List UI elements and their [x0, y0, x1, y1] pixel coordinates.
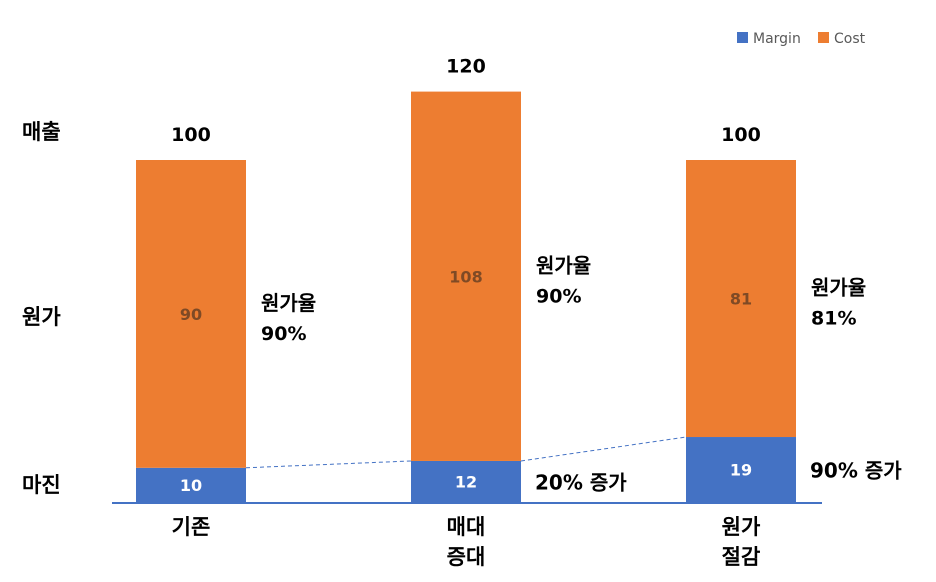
- connector-line-0: [245, 460, 412, 469]
- category-label-2: 원가 절감: [722, 515, 761, 569]
- connector-line-1: [520, 436, 687, 462]
- row-label-cost: 원가: [22, 305, 61, 329]
- data-label-margin-0: 10: [180, 476, 202, 495]
- data-label-margin-2: 19: [730, 461, 752, 480]
- bar-cost-0: [136, 160, 246, 468]
- margin-growth-2: 90% 증가: [810, 459, 902, 483]
- legend-swatch-margin: [737, 32, 748, 43]
- category-labels: 기존 매대 증대 원가 절감: [172, 515, 761, 569]
- margin-growth-1: 20% 증가: [535, 470, 627, 494]
- cost-ratio-value-2: 81%: [811, 308, 856, 330]
- data-label-margin-1: 12: [455, 472, 477, 491]
- category-label-1: 매대 증대: [447, 515, 486, 569]
- cost-ratio-value-1: 90%: [536, 285, 581, 307]
- cost-ratio-title-0: 원가율: [261, 291, 316, 315]
- bar-cost-1: [411, 91, 521, 461]
- cost-ratio-title-2: 원가율: [811, 276, 866, 300]
- legend-swatch-cost: [818, 32, 829, 43]
- cost-ratio-value-0: 90%: [261, 323, 306, 345]
- bar-margin-0: [136, 467, 246, 502]
- cost-ratio-title-1: 원가율: [536, 253, 591, 277]
- category-label-0: 기존: [172, 515, 211, 539]
- data-label-cost-0: 90: [180, 305, 202, 324]
- legend-label-margin: Margin: [753, 31, 801, 47]
- bar-margin-1: [411, 460, 521, 502]
- legend: Margin Cost: [737, 31, 866, 47]
- total-label-1: 120: [446, 56, 486, 78]
- data-label-cost-1: 108: [449, 267, 482, 286]
- annotations: 100 원가율 90% 120 원가율 90% 20% 증가 100 원가율 81% 90% 증가: [171, 56, 902, 495]
- legend-label-cost: Cost: [834, 31, 866, 47]
- row-label-margin: 마진: [22, 473, 61, 497]
- row-label-revenue: 매출: [22, 120, 61, 144]
- total-label-0: 100: [171, 124, 211, 146]
- bar-cost-2: [686, 160, 796, 438]
- bars: 10 90 12 108 19 81: [136, 91, 796, 502]
- bar-margin-2: [686, 437, 796, 502]
- data-label-cost-2: 81: [730, 290, 752, 309]
- total-label-2: 100: [721, 124, 761, 146]
